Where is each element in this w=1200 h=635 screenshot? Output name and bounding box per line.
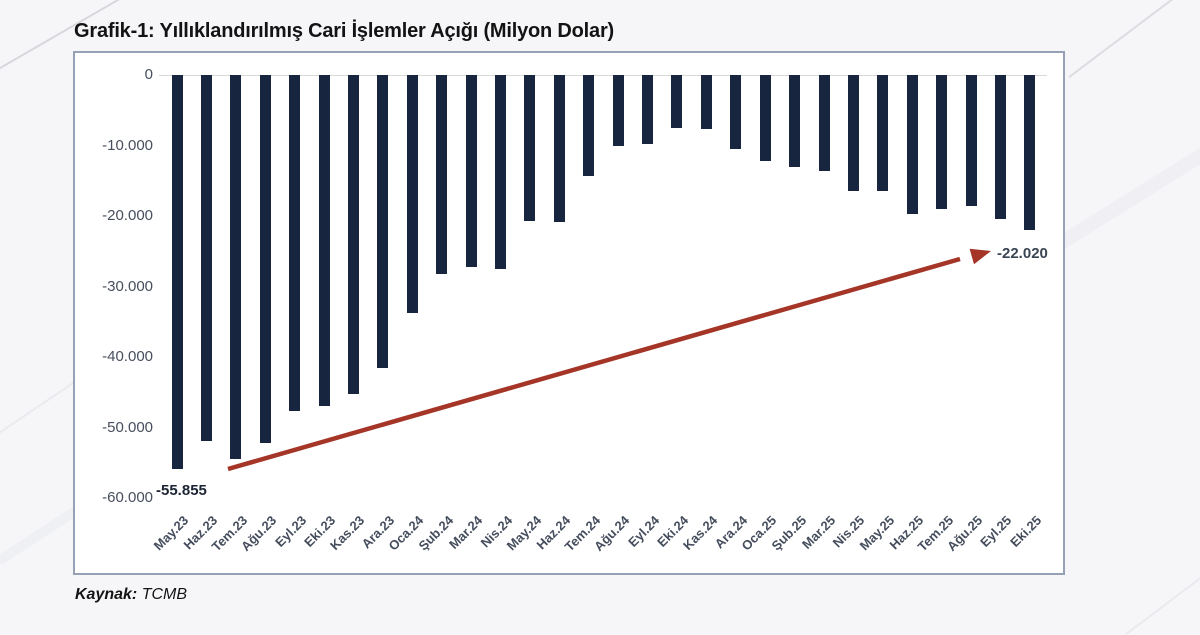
- bar-Haz.23: [200, 75, 212, 441]
- bar-Ara.23: [377, 75, 389, 368]
- data-label-start: -55.855: [156, 482, 207, 499]
- bar-Şub.25: [789, 75, 801, 167]
- bar-Kas.24: [700, 75, 712, 129]
- bar-Ağu.25: [965, 75, 977, 206]
- chart-title: Grafik-1: Yıllıklandırılmış Cari İşlemle…: [74, 20, 614, 42]
- bar-Nis.25: [847, 75, 859, 191]
- bar-Ağu.23: [259, 75, 271, 443]
- bar-Eki.23: [318, 75, 330, 406]
- bar-Nis.24: [495, 75, 506, 269]
- bar-Ara.24: [730, 75, 742, 149]
- bar-May.25: [877, 75, 889, 191]
- bar-Oca.25: [759, 75, 771, 161]
- bar-Haz.25: [906, 75, 918, 214]
- bar-Mar.24: [465, 75, 477, 267]
- x-axis-zero-line: [159, 75, 1047, 76]
- bar-Eyl.24: [642, 75, 654, 144]
- source-label: Kaynak:: [75, 586, 138, 603]
- y-axis-tick-label: -10.000: [102, 136, 153, 154]
- bar-Oca.24: [406, 75, 418, 313]
- background-diagonal-line: [1068, 0, 1174, 78]
- y-axis-tick-label: 0: [144, 66, 153, 83]
- bar-Eyl.25: [994, 75, 1006, 219]
- bar-Ağu.24: [612, 75, 624, 146]
- bar-Kas.23: [347, 75, 359, 394]
- background-diagonal-line: [1057, 147, 1200, 249]
- background-diagonal-line: [0, 378, 80, 434]
- y-axis-tick-label: -60.000: [102, 489, 153, 506]
- y-axis-tick-label: -50.000: [102, 418, 153, 436]
- bar-Mar.25: [818, 75, 830, 171]
- bar-Eyl.23: [289, 75, 301, 411]
- bar-Şub.24: [436, 75, 448, 274]
- bar-Tem.25: [936, 75, 948, 209]
- y-axis-tick-label: -30.000: [102, 277, 153, 295]
- y-axis-tick-label: -20.000: [102, 207, 153, 224]
- source-caption: Kaynak: TCMB: [75, 586, 187, 604]
- data-label-end: -22.020: [997, 245, 1048, 262]
- background-diagonal-line: [1125, 567, 1200, 635]
- bar-Tem.23: [230, 75, 242, 459]
- bar-Eki.24: [671, 75, 683, 128]
- chart-frame: 0 -10.000 -20.000 -30.000 -40.000 -50.000 -60.…: [73, 51, 1065, 575]
- bar-Tem.24: [583, 75, 595, 176]
- bar-May.23: [171, 75, 183, 469]
- bar-Eki.25: [1024, 75, 1036, 230]
- bar-Haz.24: [553, 75, 565, 222]
- y-axis-tick-label: -40.000: [102, 348, 153, 365]
- source-value: TCMB: [141, 586, 188, 603]
- bar-May.24: [524, 75, 536, 221]
